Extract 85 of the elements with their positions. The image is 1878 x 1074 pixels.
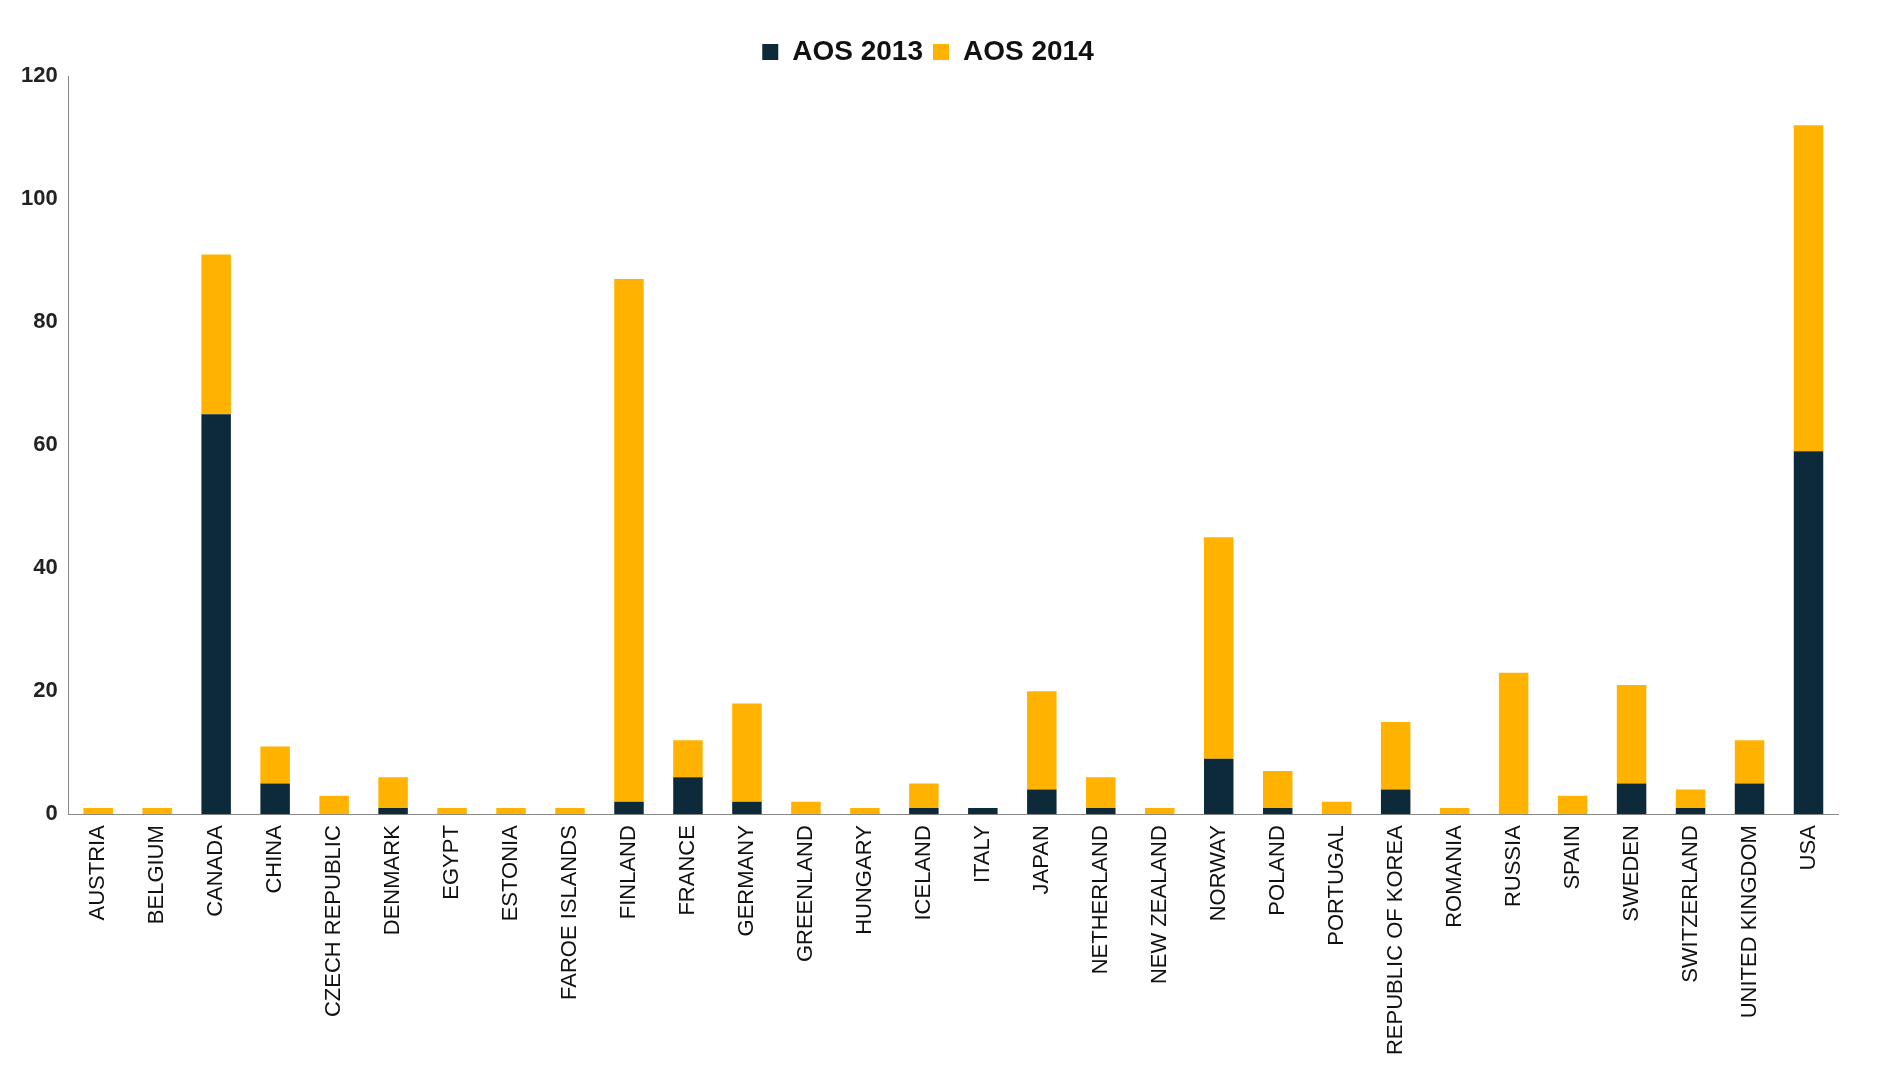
bar — [1793, 125, 1824, 452]
bar — [1086, 808, 1116, 815]
x-tick-label: AUSTRIA — [84, 824, 110, 921]
bar — [142, 808, 172, 815]
x-tick-label: DENMARK — [379, 824, 405, 936]
bar — [1498, 672, 1529, 815]
bar — [1262, 808, 1293, 815]
x-tick-label: EGYPT — [438, 825, 464, 900]
y-tick-label: 0 — [45, 800, 58, 826]
bar — [437, 808, 467, 815]
bar — [1204, 537, 1234, 759]
bar — [1675, 789, 1706, 809]
bar — [1262, 771, 1293, 809]
x-tick-label: NETHERLAND — [1086, 825, 1112, 975]
x-tick-label: CHINA — [261, 824, 287, 894]
x-tick-label: ROMANIA — [1440, 824, 1466, 928]
x-tick-label: JAPAN — [1027, 825, 1053, 895]
bar — [1380, 789, 1411, 815]
bar — [1204, 758, 1234, 815]
bar — [909, 808, 939, 815]
x-tick-label: NEW ZEALAND — [1145, 825, 1171, 985]
legend-label: AOS 2013 — [792, 34, 924, 66]
legend-label: AOS 2014 — [963, 34, 1095, 66]
bar — [850, 808, 880, 815]
bar — [1793, 451, 1824, 815]
bar — [201, 414, 231, 815]
bar — [319, 795, 349, 815]
bar — [1380, 721, 1411, 790]
bar — [968, 808, 998, 815]
y-tick-label: 120 — [20, 62, 58, 88]
bar — [732, 703, 762, 802]
x-tick-label: BELGIUM — [143, 825, 169, 925]
bar — [260, 783, 290, 815]
x-tick-label: USA — [1794, 824, 1820, 871]
x-tick-label: UNITED KINGDOM — [1735, 825, 1761, 1019]
bar — [83, 808, 113, 815]
bar — [732, 801, 762, 815]
bar — [1675, 808, 1706, 815]
bar — [496, 808, 526, 815]
x-tick-label: FINLAND — [615, 825, 641, 920]
x-tick-label: CZECH REPUBLIC — [320, 825, 346, 1018]
x-tick-label: CANADA — [202, 824, 228, 917]
y-tick-label: 100 — [20, 185, 58, 211]
bar — [1086, 777, 1116, 809]
bar — [673, 740, 703, 778]
x-tick-label: SPAIN — [1558, 825, 1584, 890]
bar — [1616, 684, 1647, 784]
x-tick-label: PORTUGAL — [1322, 825, 1348, 946]
bar — [201, 254, 231, 415]
x-tick-label: NORWAY — [1204, 824, 1230, 922]
x-tick-label: POLAND — [1263, 825, 1289, 916]
bar — [1321, 801, 1352, 815]
x-tick-label: SWEDEN — [1617, 825, 1643, 922]
x-tick-label: GERMANY — [733, 824, 758, 937]
bar — [614, 279, 644, 802]
bar — [1145, 808, 1175, 815]
bar — [555, 808, 585, 815]
bar — [673, 777, 703, 815]
x-tick-label: REPUBLIC OF KOREA — [1381, 824, 1407, 1056]
y-tick-label: 20 — [33, 677, 58, 703]
x-tick-label: FRANCE — [674, 825, 700, 916]
x-tick-label: RUSSIA — [1499, 824, 1525, 908]
bar — [909, 783, 939, 809]
bar — [1557, 795, 1588, 815]
y-tick-label: 80 — [33, 308, 58, 334]
bar — [791, 801, 821, 815]
bar — [1439, 808, 1470, 815]
x-tick-label: ITALY — [968, 824, 994, 884]
bar — [1027, 789, 1057, 815]
bar — [1734, 740, 1765, 784]
y-tick-label: 60 — [33, 431, 58, 457]
bar — [1734, 783, 1765, 815]
x-tick-label: ESTONIA — [497, 824, 523, 922]
x-tick-label: FAROE ISLANDS — [556, 825, 582, 1001]
bar — [1027, 691, 1057, 790]
bar — [378, 777, 408, 809]
x-tick-label: ICELAND — [909, 825, 935, 921]
bar — [260, 746, 290, 784]
bar — [1616, 783, 1647, 815]
x-tick-label: SWITZERLAND — [1676, 825, 1702, 983]
x-tick-label: GREENLAND — [791, 825, 817, 963]
x-tick-label: HUNGARY — [850, 824, 876, 935]
bar — [378, 808, 408, 815]
y-tick-label: 40 — [33, 554, 58, 580]
bar — [614, 801, 644, 815]
